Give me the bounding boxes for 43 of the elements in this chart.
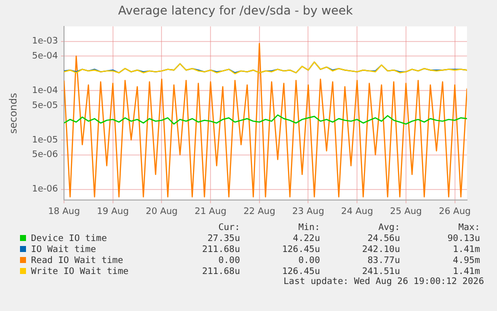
text: 27.35u	[206, 233, 240, 244]
y-tick-label: 1e-04	[32, 86, 58, 96]
text: 242.10u	[361, 244, 400, 255]
y-tick-label: 1e-03	[32, 36, 58, 47]
text: Last update: Wed Aug 26 19:00:12 2026	[282, 277, 485, 289]
text: 90.13u	[446, 233, 480, 244]
y-axis-title: seconds	[8, 92, 20, 134]
y-tick-label: 1e-05	[32, 135, 58, 146]
text: 241.51u	[361, 266, 400, 277]
legend-label: Write IO Wait time	[30, 266, 130, 277]
y-tick-label: 5e-05	[32, 100, 58, 111]
text: Avg:	[377, 222, 400, 233]
text: 83.77u	[366, 255, 400, 266]
x-tick-label: 24 Aug	[341, 206, 374, 217]
text: 211.68u	[201, 266, 240, 277]
text: 4.22u	[292, 233, 320, 244]
text: 126.45u	[281, 244, 320, 255]
x-tick-label: 21 Aug	[194, 206, 226, 217]
x-tick-label: 20 Aug	[146, 206, 178, 217]
legend-label: IO Wait time	[30, 244, 98, 255]
y-tick-label: 1e-06	[32, 184, 58, 195]
text: 1.41m	[452, 266, 480, 277]
x-tick-label: 22 Aug	[243, 206, 276, 217]
text: Max:	[457, 222, 480, 233]
text: 211.68u	[201, 244, 240, 255]
text: 4.95m	[452, 255, 480, 266]
text: 126.45u	[281, 266, 320, 277]
text: 0.00	[217, 255, 240, 266]
x-tick-label: 25 Aug	[390, 206, 422, 217]
y-tick-label: 5e-06	[32, 150, 58, 160]
x-tick-label: 23 Aug	[292, 206, 324, 217]
text: 0.00	[297, 255, 320, 266]
text: Min:	[297, 222, 320, 233]
x-tick-label: 19 Aug	[96, 206, 129, 217]
legend-label: Read IO Wait time	[30, 255, 124, 266]
x-tick-label: 18 Aug	[48, 206, 80, 217]
y-tick-label: 5e-04	[32, 51, 58, 62]
text: 1.41m	[452, 244, 480, 255]
legend-label: Device IO time	[30, 233, 108, 244]
x-tick-label: 26 Aug	[438, 206, 471, 217]
text: 24.56u	[366, 233, 400, 244]
chart-title: Average latency for /dev/sda - by week	[118, 3, 353, 18]
text: Cur:	[217, 222, 240, 233]
